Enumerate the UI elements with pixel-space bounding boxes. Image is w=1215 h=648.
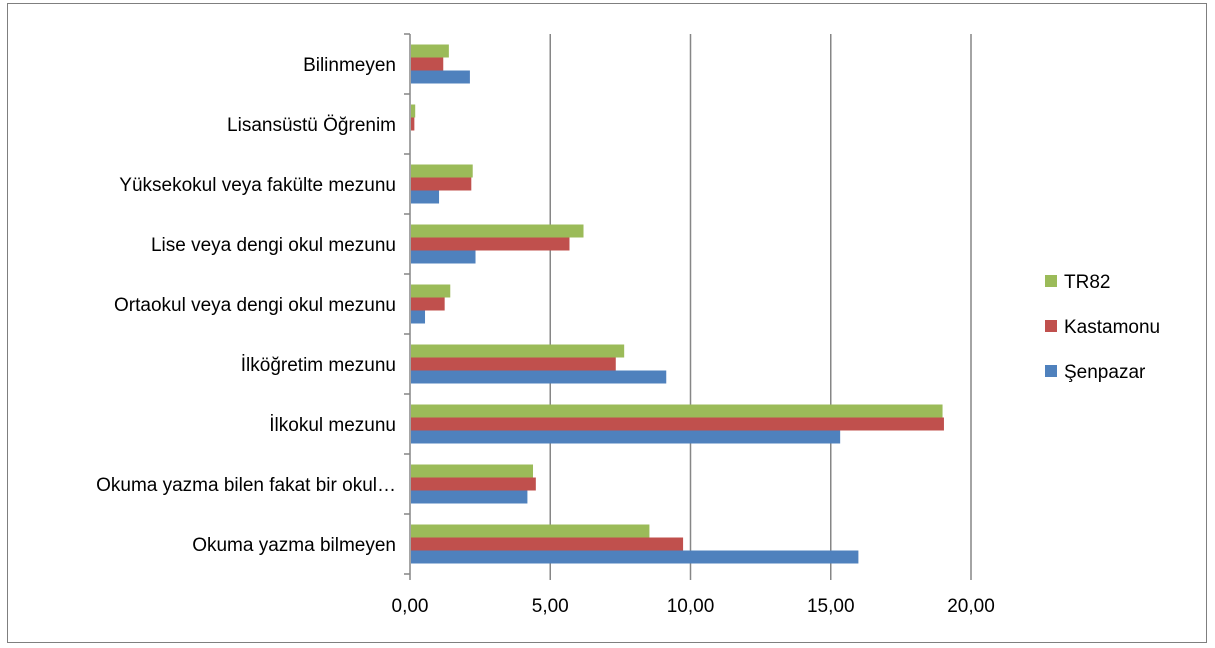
legend-label: Kastamonu (1064, 317, 1160, 338)
bar-enpazar-2 (411, 430, 841, 444)
bar-tr82-4 (411, 284, 451, 298)
bar-tr82-0 (411, 524, 650, 538)
bar-enpazar-5 (411, 250, 476, 264)
category-label: Bilinmeyen (303, 55, 396, 76)
bar-kastamonu-8 (411, 57, 444, 71)
legend-label: TR82 (1064, 272, 1110, 293)
bar-enpazar-4 (411, 310, 426, 324)
bar-tr82-1 (411, 464, 534, 478)
bar-enpazar-0 (411, 550, 859, 564)
x-tick-label: 5,00 (532, 596, 569, 617)
x-tick-label: 0,00 (392, 596, 429, 617)
bar-kastamonu-5 (411, 237, 570, 251)
category-label: Okuma yazma bilmeyen (192, 535, 396, 556)
bar-tr82-2 (411, 404, 943, 418)
category-label: Yüksekokul veya fakülte mezunu (119, 175, 396, 196)
category-label: İlköğretim mezunu (241, 355, 396, 376)
category-label: Okuma yazma bilen fakat bir okul… (96, 475, 396, 496)
category-label: Lise veya dengi okul mezunu (151, 235, 396, 256)
legend-label: Şenpazar (1064, 362, 1146, 383)
bar-tr82-3 (411, 344, 625, 358)
bar-tr82-6 (411, 164, 473, 178)
bar-enpazar-6 (411, 190, 440, 204)
bar-chart: Okuma yazma bilmeyen Okuma yazma bilen fa… (96, 33, 1160, 617)
category-label: Ortaokul veya dengi okul mezunu (114, 295, 396, 316)
bar-enpazar-3 (411, 370, 667, 384)
bar-kastamonu-4 (411, 297, 445, 311)
bar-kastamonu-2 (411, 417, 944, 431)
legend-swatch-0 (1045, 275, 1057, 287)
bar-tr82-7 (411, 104, 416, 118)
category-label: İlkokul mezunu (269, 415, 396, 436)
bar-kastamonu-1 (411, 477, 536, 491)
x-tick-label: 20,00 (947, 596, 995, 617)
bar-tr82-8 (411, 44, 449, 58)
bar-tr82-5 (411, 224, 584, 238)
bar-enpazar-8 (411, 70, 470, 84)
legend-swatch-2 (1045, 365, 1057, 377)
bar-kastamonu-7 (411, 117, 415, 131)
chart-frame: Okuma yazma bilmeyen Okuma yazma bilen fa… (7, 3, 1207, 643)
legend-swatch-1 (1045, 320, 1057, 332)
bar-kastamonu-0 (411, 537, 684, 551)
bar-kastamonu-3 (411, 357, 616, 371)
x-tick-label: 15,00 (807, 596, 855, 617)
x-tick-label: 10,00 (667, 596, 715, 617)
bar-kastamonu-6 (411, 177, 472, 191)
category-label: Lisansüstü Öğrenim (227, 115, 396, 136)
bar-enpazar-1 (411, 490, 528, 504)
